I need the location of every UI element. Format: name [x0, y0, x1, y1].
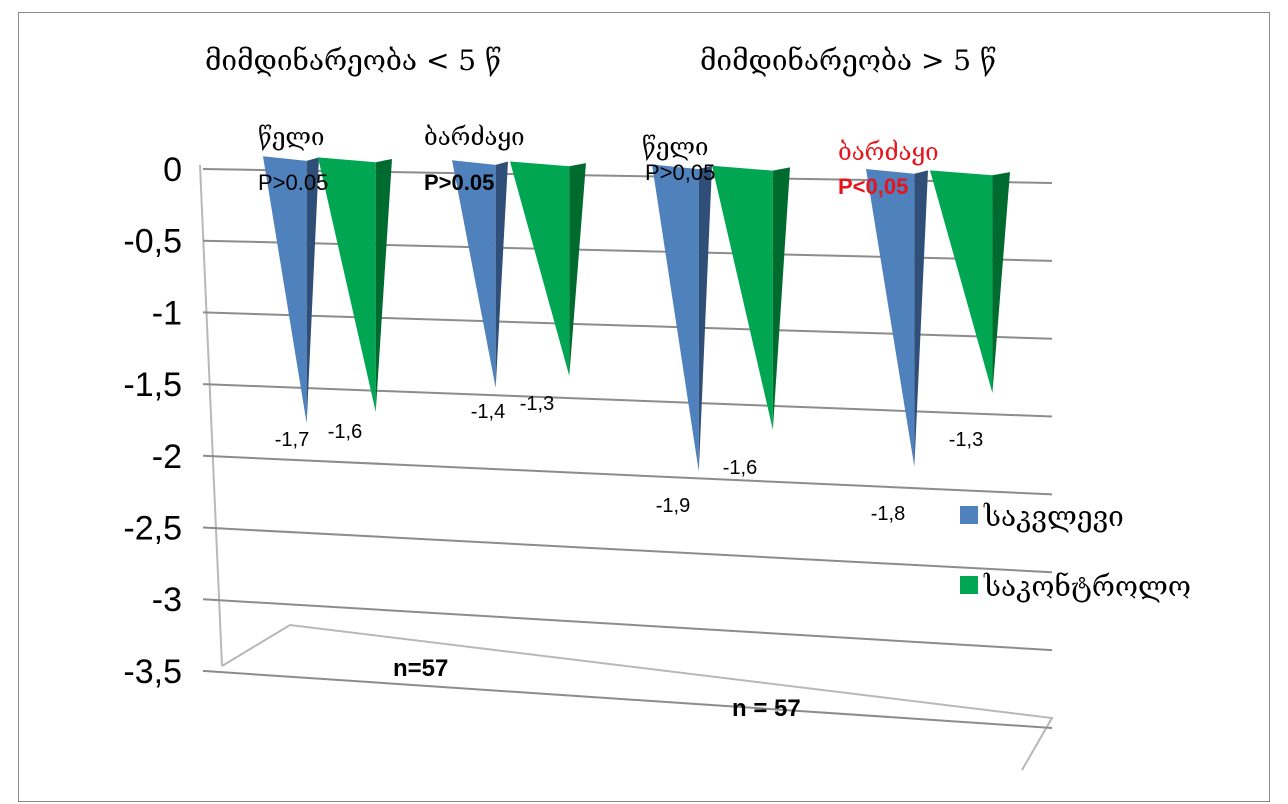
legend: საკვლევი საკონტროლო [960, 500, 1191, 603]
cone-shade [306, 157, 319, 424]
cone-face [263, 156, 307, 424]
cone-control-0 [318, 157, 392, 413]
p-value-label: P>0,05 [645, 160, 715, 185]
p-value-label: P>0.05 [258, 170, 328, 195]
cone-shade [495, 161, 508, 388]
cone-face [452, 160, 496, 388]
gridline [202, 454, 1053, 496]
data-label: -1,3 [520, 393, 554, 415]
cone-control-1 [510, 161, 586, 377]
n-label-right: n = 57 [732, 695, 801, 722]
p-value-label: P>0.05 [424, 170, 494, 195]
data-label: -1,3 [949, 429, 983, 451]
y-tick-label: -2 [152, 438, 182, 476]
y-tick-label: -2,5 [123, 510, 182, 548]
legend-swatch-control [960, 576, 978, 594]
group-title-lt5: მიმდინარეობა < 5 წ [205, 44, 501, 77]
cone-study-0 [263, 156, 319, 424]
gridline [202, 598, 1053, 652]
cone-shade [914, 170, 928, 467]
cone-face [712, 165, 773, 430]
data-label: -1,6 [723, 457, 757, 479]
data-label: -1,7 [275, 429, 309, 451]
gridline [202, 669, 1053, 729]
legend-label-control: საკონტროლო [983, 570, 1191, 603]
cones [263, 156, 1010, 472]
y-tick-label: -3,5 [123, 653, 182, 691]
p-value-label: P<0,05 [838, 174, 908, 199]
chart-frame [18, 12, 1270, 802]
group-title-gt5: მიმდინარეობა > 5 წ [700, 44, 996, 77]
data-labels: -1,7 -1,6 -1,4 -1,3 -1,9 -1,6 -1,8 -1,3 [275, 393, 983, 525]
cone-control-2 [712, 165, 790, 430]
cone-face [510, 161, 570, 377]
side-wall-edge [199, 164, 223, 667]
category-labels: წელიP>0.05ბარძაყიP>0.05წელიP>0,05ბარძაყი… [258, 123, 939, 199]
data-label: -1,8 [871, 503, 905, 525]
gridline [202, 526, 1053, 574]
cone-face [866, 169, 915, 467]
cone-study-1 [452, 160, 508, 388]
cone-face [652, 164, 699, 472]
data-label: -1,6 [328, 421, 362, 443]
y-tick-label: -1,5 [123, 366, 182, 404]
floor-outline [221, 623, 1054, 771]
cone-shade [992, 172, 1010, 394]
cone-face [318, 157, 376, 413]
cone-shade [569, 163, 586, 377]
category-label: ბარძაყი [424, 123, 525, 151]
y-tick-label: -3 [152, 581, 182, 619]
cone-face [930, 170, 993, 394]
cone-study-2 [652, 164, 712, 472]
gridline [202, 311, 1053, 340]
cone-shade [698, 165, 712, 472]
gridline [202, 239, 1053, 262]
y-tick-label: -1 [152, 294, 182, 332]
gridlines [202, 168, 1053, 729]
y-axis: 0 -0,5 -1 -1,5 -2 -2,5 -3 -3,5 [123, 151, 182, 691]
data-label: -1,9 [656, 495, 690, 517]
category-label: ბარძაყი [838, 138, 939, 166]
category-label: წელი [258, 123, 324, 151]
cone-study-3 [866, 169, 928, 467]
cone-control-3 [930, 170, 1010, 394]
n-label-left: n=57 [393, 655, 448, 682]
legend-swatch-study [960, 506, 978, 524]
data-label: -1,4 [471, 401, 505, 423]
legend-label-study: საკვლევი [983, 500, 1124, 533]
chart-walls [199, 164, 1054, 771]
y-tick-label: -0,5 [123, 223, 182, 261]
cone-shade [375, 158, 392, 413]
cone-shade [772, 167, 790, 430]
category-label: წელი [642, 133, 708, 161]
y-tick-label: 0 [163, 151, 182, 189]
gridline [202, 383, 1053, 418]
